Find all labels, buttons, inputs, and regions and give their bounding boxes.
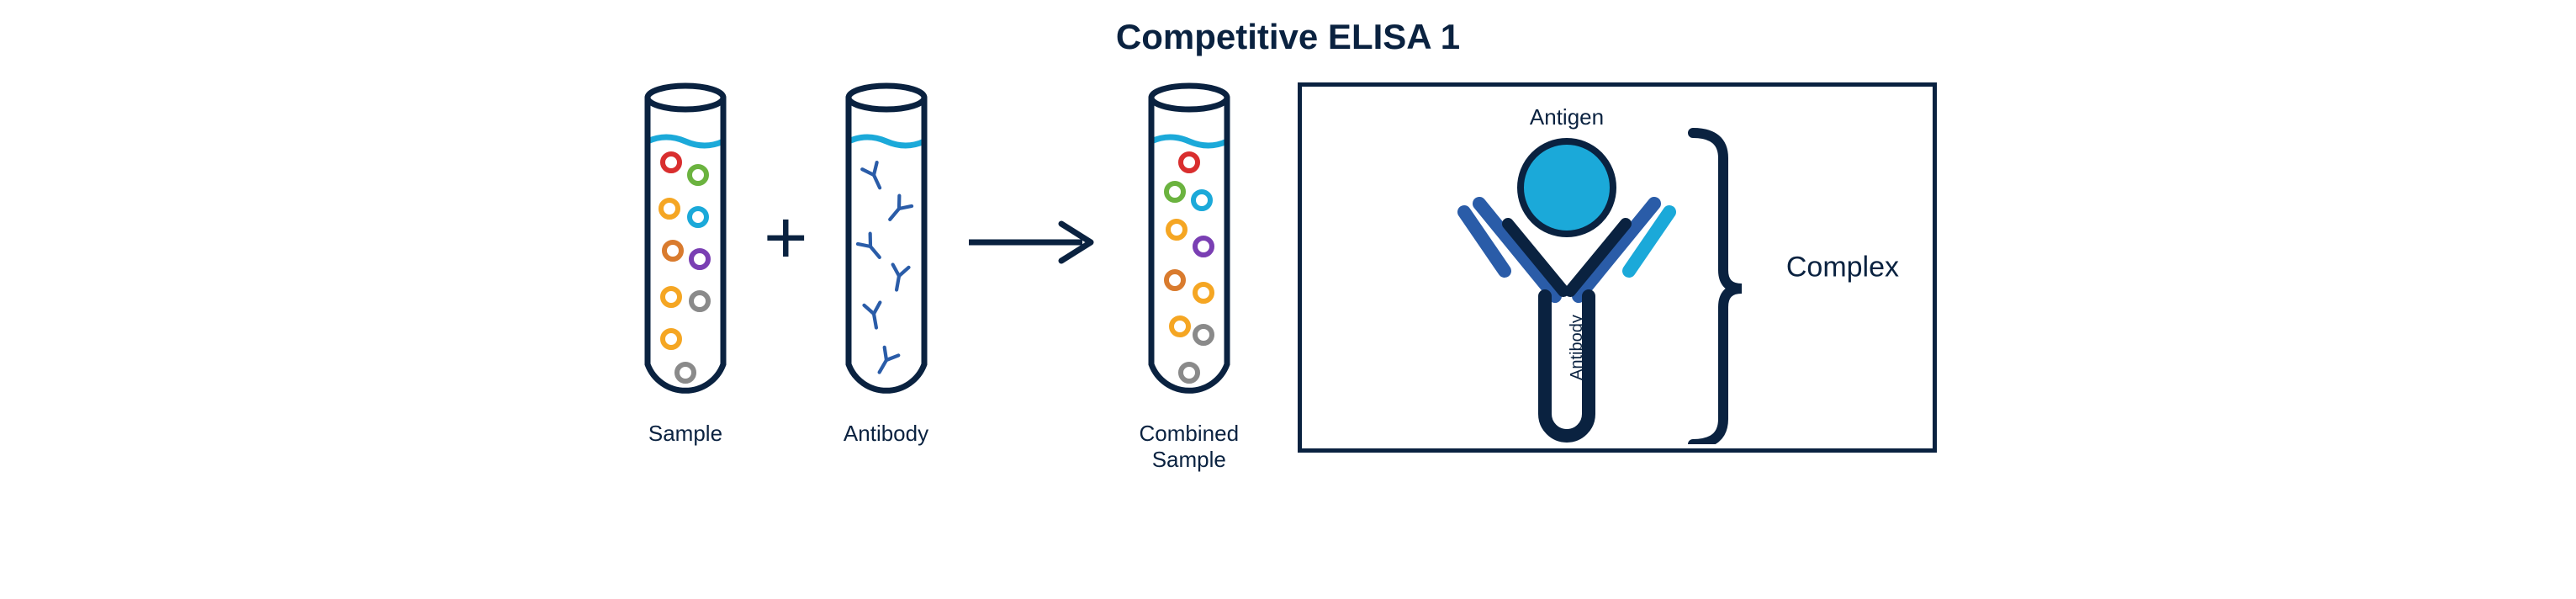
complex-detail-box: Antigen Antibody Complex	[1298, 82, 1937, 453]
svg-text:Antibody: Antibody	[1568, 315, 1586, 380]
antibody-tube	[840, 82, 933, 411]
plus-symbol: +	[748, 200, 823, 276]
diagram-row: Sample + Antibody CombinedSample Antigen…	[574, 82, 2003, 473]
antibody-tube-block: Antibody	[840, 82, 933, 447]
antibody-label: Antibody	[844, 421, 928, 447]
combined-tube-block: CombinedSample	[1140, 82, 1240, 473]
sample-tube-block: Sample	[639, 82, 732, 447]
complex-label: Complex	[1786, 252, 1899, 284]
combined-label: CombinedSample	[1140, 421, 1240, 473]
antigen-antibody-complex: Antigen Antibody	[1399, 91, 1836, 444]
arrow-symbol	[949, 217, 1123, 272]
combined-tube	[1143, 82, 1235, 411]
svg-text:Antigen: Antigen	[1530, 104, 1604, 130]
sample-tube	[639, 82, 732, 411]
diagram-title: Competitive ELISA 1	[574, 17, 2003, 57]
sample-label: Sample	[648, 421, 722, 447]
